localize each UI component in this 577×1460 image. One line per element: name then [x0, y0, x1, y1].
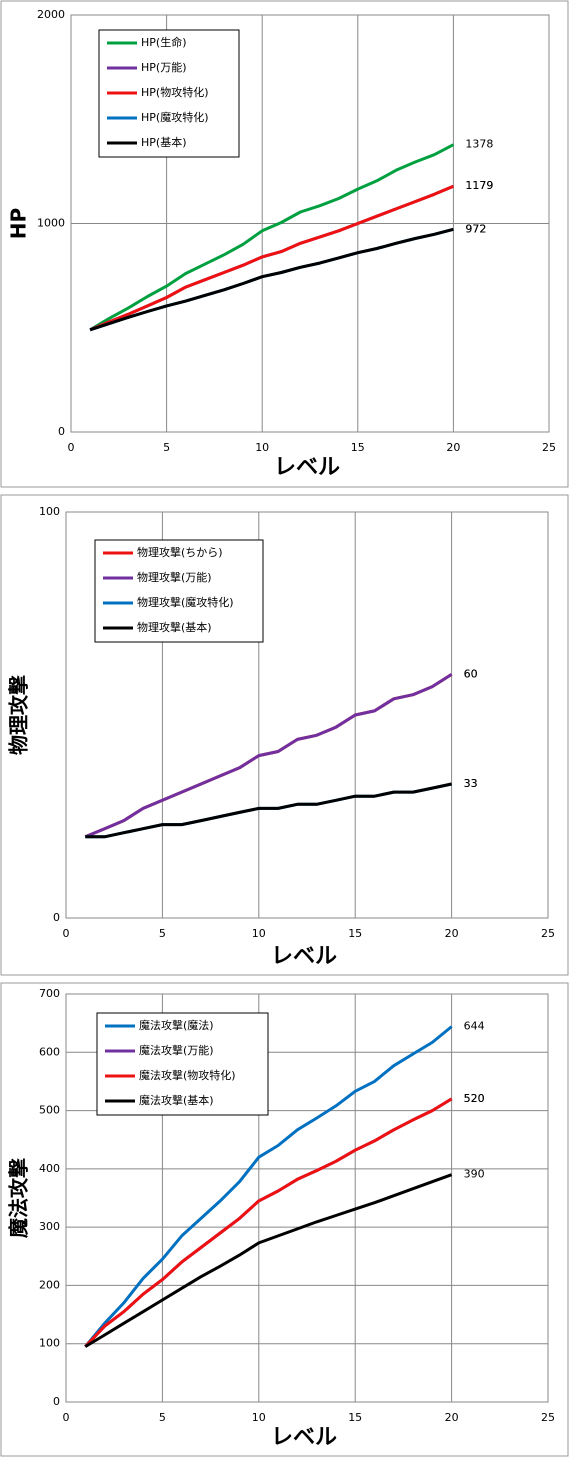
series-line: [89, 184, 454, 332]
y-tick-label: 0: [53, 911, 60, 924]
x-tick-label: 20: [445, 1411, 459, 1424]
x-tick-label: 5: [163, 441, 170, 454]
x-tick-label: 0: [68, 441, 75, 454]
y-tick-label: 400: [39, 1162, 60, 1175]
y-tick-label: 700: [39, 987, 60, 1000]
y-axis-label: 魔法攻撃: [7, 1158, 31, 1238]
legend-label: 魔法攻撃(魔法): [139, 1018, 214, 1032]
y-axis-label: 物理攻撃: [7, 675, 31, 755]
legend-label: HP(魔攻特化): [141, 110, 209, 124]
x-tick-label: 20: [445, 927, 459, 940]
x-tick-label: 0: [63, 927, 70, 940]
series-line: [84, 1097, 453, 1348]
series-line: [89, 143, 455, 332]
y-tick-label: 100: [39, 1337, 60, 1350]
x-tick-label: 15: [348, 1411, 362, 1424]
data-label: 60: [464, 667, 478, 680]
x-tick-label: 5: [159, 1411, 166, 1424]
data-label: 1378: [465, 138, 493, 151]
series-line: [85, 782, 452, 839]
x-tick-label: 10: [252, 1411, 266, 1424]
y-tick-label: 300: [39, 1220, 60, 1233]
legend-label: 物理攻撃(ちから): [137, 545, 223, 559]
legend-label: 物理攻撃(魔攻特化): [137, 595, 234, 609]
data-label: 972: [465, 222, 486, 235]
panel-frame: [0, 494, 569, 976]
legend-label: 魔法攻撃(基本): [139, 1093, 214, 1107]
legend-label: 物理攻撃(基本): [137, 620, 212, 634]
y-tick-label: 500: [39, 1104, 60, 1117]
data-label: 33: [464, 777, 478, 790]
x-tick-label: 15: [348, 927, 362, 940]
x-axis-label: レベル: [274, 455, 340, 480]
series-line: [84, 1025, 453, 1348]
legend-label: HP(生命): [141, 35, 187, 49]
legend-box: [94, 539, 264, 643]
data-label: 1179: [465, 179, 493, 192]
y-tick-label: 0: [58, 425, 65, 438]
legend-label: HP(万能): [141, 60, 187, 74]
legend-label: 魔法攻撃(万能): [139, 1043, 214, 1057]
x-tick-label: 20: [446, 441, 460, 454]
data-label: 520: [464, 1092, 485, 1105]
data-label: 520: [464, 1092, 485, 1105]
data-label: 972: [465, 222, 486, 235]
panel-frame: [0, 0, 569, 488]
x-axis-label: レベル: [271, 1425, 337, 1450]
x-tick-label: 5: [159, 927, 166, 940]
data-label: 33: [464, 777, 478, 790]
y-tick-label: 2000: [37, 8, 65, 21]
y-tick-label: 100: [39, 505, 60, 518]
legend-label: HP(基本): [141, 135, 187, 149]
y-tick-label: 0: [53, 1395, 60, 1408]
x-tick-label: 25: [541, 1411, 555, 1424]
x-tick-label: 25: [542, 441, 556, 454]
data-label: 644: [464, 1020, 485, 1033]
y-tick-label: 1000: [37, 217, 65, 230]
y-tick-label: 200: [39, 1278, 60, 1291]
series-line: [89, 227, 454, 332]
x-axis-label: レベル: [271, 944, 337, 969]
panel-frame: [0, 982, 569, 1457]
x-tick-label: 15: [351, 441, 365, 454]
x-tick-label: 10: [252, 927, 266, 940]
x-tick-label: 0: [63, 1411, 70, 1424]
legend-label: HP(物攻特化): [141, 85, 209, 99]
x-tick-label: 10: [255, 441, 269, 454]
legend-label: 魔法攻撃(物攻特化): [139, 1068, 236, 1082]
y-axis-label: HP: [7, 208, 31, 239]
data-label: 1179: [465, 179, 493, 192]
series-line: [84, 673, 453, 839]
series-line: [84, 1173, 453, 1348]
legend-box: [96, 1012, 269, 1116]
legend-label: 物理攻撃(万能): [137, 570, 212, 584]
data-label: 390: [464, 1168, 485, 1181]
x-tick-label: 25: [541, 927, 555, 940]
data-label: 60: [464, 667, 478, 680]
y-tick-label: 600: [39, 1045, 60, 1058]
